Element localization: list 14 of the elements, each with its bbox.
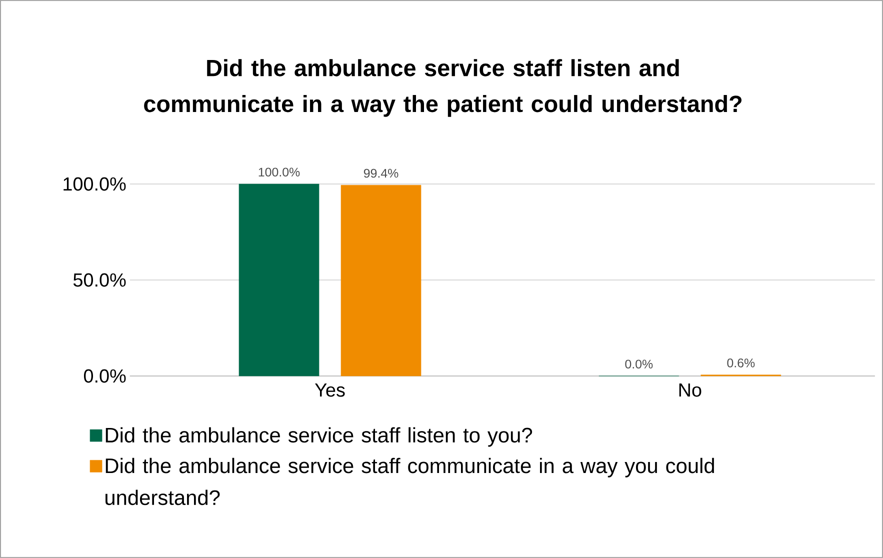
y-tick-label: 0.0% bbox=[84, 369, 126, 383]
data-label: 100.0% bbox=[258, 168, 300, 177]
data-label: 99.4% bbox=[364, 168, 398, 178]
x-tick-label: No bbox=[679, 384, 702, 397]
chart-title: Did the ambulance service staff listen and communicate in a way the patient could understand? bbox=[144, 59, 742, 117]
y-tick-label: 100.0% bbox=[64, 177, 126, 191]
x-tick-label: Yes bbox=[314, 384, 345, 397]
legend-label: Did the ambulance service staff listen to you? bbox=[106, 427, 532, 447]
data-label: 0.6% bbox=[727, 358, 755, 368]
y-tick-label: 50.0% bbox=[73, 273, 126, 287]
data-label: 0.0% bbox=[625, 360, 653, 369]
bar bbox=[238, 184, 320, 376]
bar bbox=[340, 184, 422, 376]
legend-label: Did the ambulance service staff communicate in a way you could understand? bbox=[106, 458, 714, 506]
